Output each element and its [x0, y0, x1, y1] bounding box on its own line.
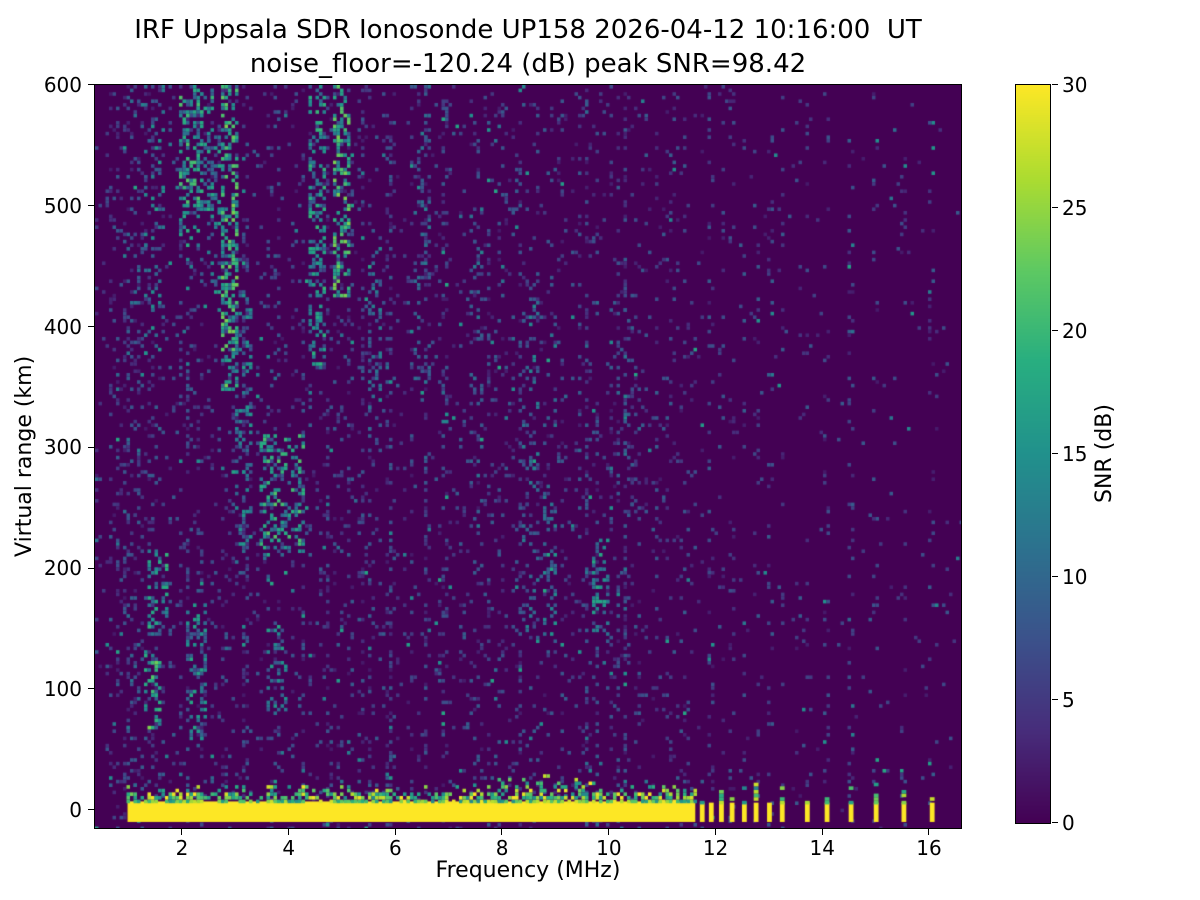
x-tick-mark	[821, 829, 823, 835]
colorbar-tick-label: 15	[1062, 442, 1088, 466]
colorbar-tick-label: 5	[1062, 688, 1075, 712]
chart-title: IRF Uppsala SDR Ionosonde UP158 2026-04-…	[134, 15, 922, 45]
y-tick-label: 300	[43, 435, 82, 460]
x-tick-label: 16	[916, 836, 942, 860]
colorbar-tick-label: 30	[1062, 73, 1088, 97]
colorbar-tick-label: 25	[1062, 196, 1088, 220]
y-tick-mark	[88, 446, 94, 448]
colorbar-tick-mark	[1052, 822, 1058, 824]
y-tick-mark	[88, 84, 94, 86]
y-tick-mark	[88, 205, 94, 207]
x-tick-mark	[608, 829, 610, 835]
x-tick-label: 4	[282, 836, 296, 860]
x-tick-label: 14	[809, 836, 835, 860]
colorbar-tick-label: 10	[1062, 565, 1088, 589]
y-tick-mark	[88, 325, 94, 327]
x-tick-mark	[181, 829, 183, 835]
x-tick-mark	[287, 829, 289, 835]
x-tick-label: 10	[596, 836, 622, 860]
colorbar-gradient-canvas	[1016, 85, 1050, 823]
heatmap-canvas	[95, 85, 961, 828]
plot-area	[94, 84, 962, 829]
x-tick-mark	[394, 829, 396, 835]
colorbar-tick-mark	[1052, 576, 1058, 578]
x-tick-mark	[501, 829, 503, 835]
colorbar-tick-mark	[1052, 453, 1058, 455]
colorbar-tick-mark	[1052, 699, 1058, 701]
x-tick-mark	[714, 829, 716, 835]
colorbar	[1015, 84, 1051, 824]
y-tick-label: 100	[43, 677, 82, 702]
y-tick-label: 0	[69, 797, 82, 822]
x-tick-label: 2	[175, 836, 189, 860]
y-tick-mark	[88, 809, 94, 811]
y-tick-label: 200	[43, 556, 82, 581]
x-tick-label: 8	[495, 836, 509, 860]
y-tick-mark	[88, 567, 94, 569]
y-tick-label: 600	[43, 73, 82, 97]
x-axis-label: Frequency (MHz)	[435, 858, 621, 883]
colorbar-tick-mark	[1052, 84, 1058, 86]
y-tick-label: 500	[43, 193, 82, 218]
x-tick-label: 12	[702, 836, 729, 860]
colorbar-tick-label: 20	[1062, 319, 1088, 343]
x-tick-mark	[928, 829, 930, 835]
chart-subtitle: noise_floor=-120.24 (dB) peak SNR=98.42	[249, 49, 807, 79]
colorbar-label: SNR (dB)	[1092, 404, 1117, 504]
colorbar-tick-mark	[1052, 207, 1058, 209]
colorbar-tick-label: 0	[1062, 811, 1075, 835]
y-tick-label: 400	[43, 314, 82, 339]
y-tick-mark	[88, 688, 94, 690]
x-tick-label: 6	[389, 836, 402, 860]
colorbar-tick-mark	[1052, 330, 1058, 332]
